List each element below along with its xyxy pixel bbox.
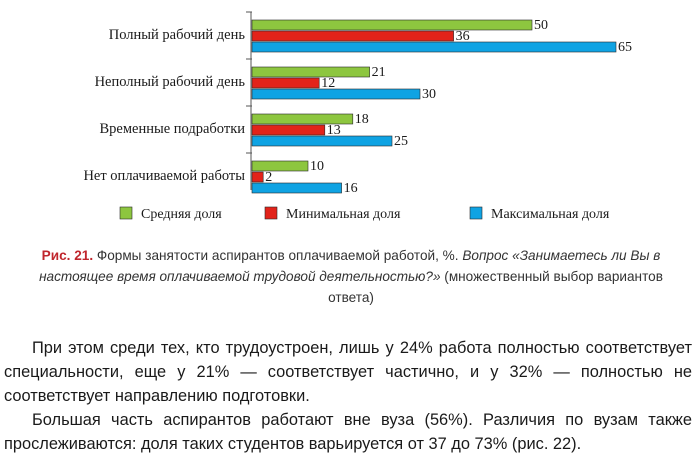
legend-swatch-1 <box>264 206 278 220</box>
legend-label-2: Максимальная доля <box>491 207 610 222</box>
legend-swatch-2 <box>469 206 483 220</box>
value-label-part-day-series-0: 21 <box>372 65 386 80</box>
bar-temp-work-series-1 <box>251 124 326 136</box>
value-label-full-day-series-0: 50 <box>534 18 548 33</box>
value-label-part-day-series-1: 12 <box>321 76 335 91</box>
caption-number: Рис. 21. <box>41 248 94 263</box>
body-paragraph-1: При этом среди тех, кто трудоустроен, ли… <box>4 339 692 405</box>
caption-note: (множественный выбор вариантов ответа) <box>328 269 663 305</box>
bar-no-work-series-2 <box>251 182 342 194</box>
bar-no-work-series-0 <box>251 160 309 172</box>
bar-part-day-series-1 <box>251 77 320 89</box>
category-labels: Полный рабочий день Неполный рабочий день… <box>83 27 245 184</box>
value-label-full-day-series-1: 36 <box>456 29 470 44</box>
value-labels: 50 36 65 21 12 30 18 13 25 10 2 16 <box>265 18 632 196</box>
legend-swatch-0 <box>119 206 133 220</box>
bar-temp-work-series-2 <box>251 135 393 147</box>
value-label-no-work-series-1: 2 <box>265 170 272 185</box>
axis-ticks <box>246 11 252 154</box>
value-label-temp-work-series-0: 18 <box>355 112 369 127</box>
bar-part-day-series-0 <box>251 66 370 78</box>
body-paragraph-2: Большая часть аспирантов работают вне ву… <box>4 411 692 453</box>
bars <box>251 19 617 194</box>
legend: Средняя доля Минимальная доля Максимальная… <box>119 206 610 222</box>
value-label-no-work-series-2: 16 <box>344 181 358 196</box>
bar-no-work-series-1 <box>251 171 264 183</box>
legend-label-1: Минимальная доля <box>286 207 401 222</box>
bar-chart: Полный рабочий день Неполный рабочий день… <box>83 11 632 222</box>
bar-full-day-series-2 <box>251 41 617 53</box>
bar-part-day-series-2 <box>251 88 421 100</box>
value-label-temp-work-series-2: 25 <box>394 134 408 149</box>
bar-temp-work-series-0 <box>251 113 354 125</box>
value-label-full-day-series-2: 65 <box>618 40 632 55</box>
bar-full-day-series-1 <box>251 30 454 42</box>
category-label-full-day: Полный рабочий день <box>109 27 246 43</box>
category-label-part-day: Неполный рабочий день <box>95 74 246 90</box>
caption-title: Формы занятости аспирантов оплачиваемой … <box>93 248 463 263</box>
value-label-no-work-series-0: 10 <box>310 159 324 174</box>
bar-full-day-series-0 <box>251 19 533 31</box>
category-label-no-work: Нет оплачиваемой работы <box>83 168 245 184</box>
value-label-temp-work-series-1: 13 <box>327 123 341 138</box>
category-label-temp-work: Временные подработки <box>99 121 245 137</box>
legend-label-0: Средняя доля <box>141 207 222 222</box>
caption-question: Вопрос «Занимаетесь ли Вы в настоящее вр… <box>39 248 661 284</box>
figure-caption: Рис. 21. Формы занятости аспирантов опла… <box>20 245 682 308</box>
value-label-part-day-series-2: 30 <box>422 87 436 102</box>
